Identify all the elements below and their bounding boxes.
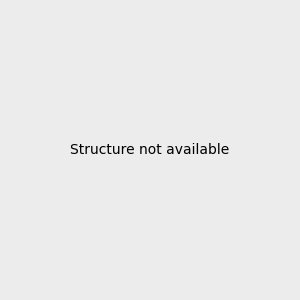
Text: Structure not available: Structure not available: [70, 143, 230, 157]
